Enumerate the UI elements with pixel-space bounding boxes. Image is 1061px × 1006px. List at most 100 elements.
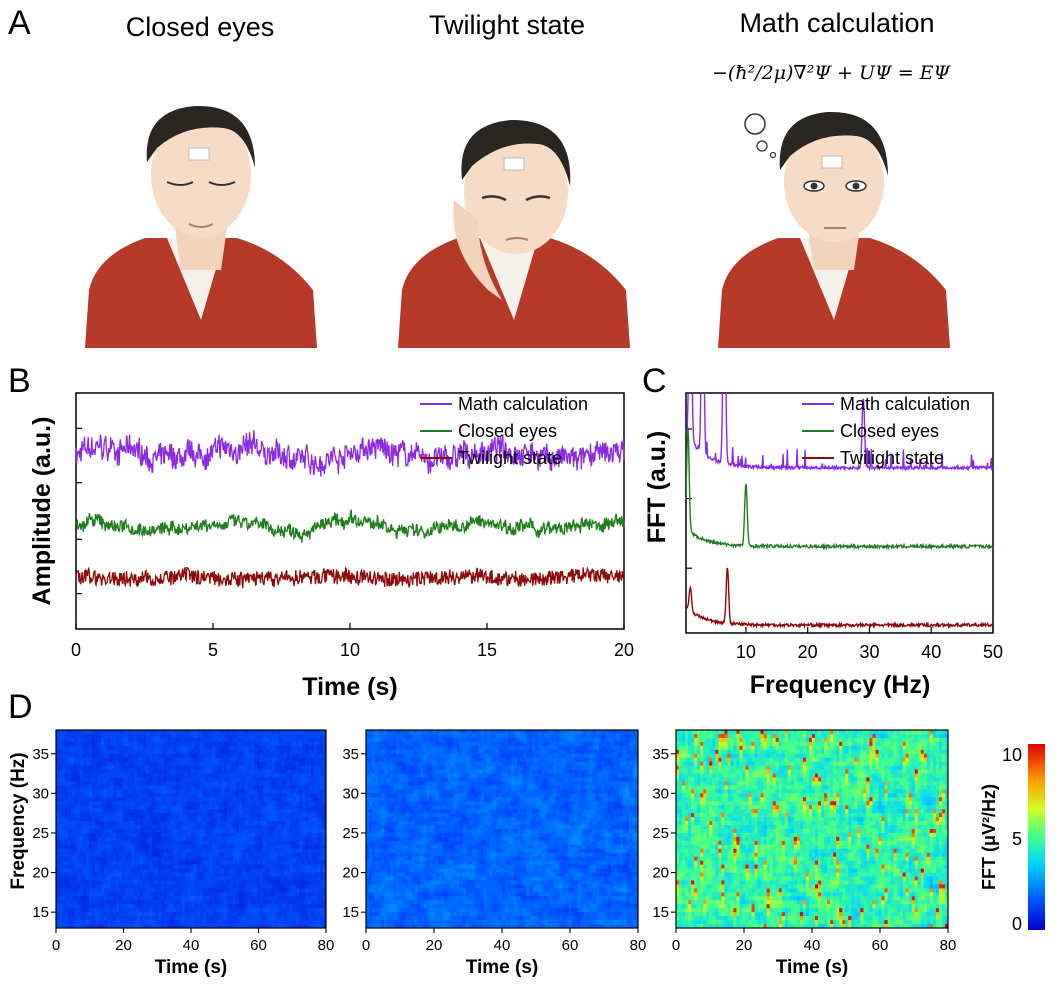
- schrodinger-equation: −(ħ²/2μ)∇²Ψ + UΨ = EΨ: [712, 62, 951, 84]
- heatmap-cell: [179, 745, 183, 751]
- heatmap-cell: [236, 856, 240, 862]
- heatmap-cell: [200, 872, 204, 877]
- heatmap-cell: [68, 769, 72, 774]
- heatmap-cell: [68, 856, 72, 862]
- heatmap-cell: [227, 765, 231, 770]
- heatmap-cell: [308, 741, 312, 747]
- heatmap-cell: [95, 805, 99, 810]
- heatmap-cell: [616, 741, 621, 747]
- heatmap-cell: [468, 741, 473, 747]
- heatmap-cell: [185, 801, 189, 806]
- heatmap-cell: [224, 832, 228, 838]
- heatmap-cell: [245, 908, 249, 913]
- heatmap-cell: [56, 832, 60, 838]
- heatmap-cell: [203, 733, 207, 739]
- heatmap-cell: [167, 753, 171, 759]
- heatmap-cell: [194, 753, 198, 759]
- heatmap-cell: [266, 900, 270, 905]
- heatmap-cell: [242, 856, 246, 862]
- heatmap-cell: [299, 730, 303, 735]
- heatmap-cell: [92, 797, 96, 802]
- heatmap-cell: [317, 741, 321, 747]
- heatmap-cell: [173, 916, 177, 921]
- heatmap-cell: [236, 904, 240, 909]
- heatmap-cell: [137, 777, 141, 782]
- heatmap-cell: [71, 753, 75, 759]
- heatmap-cell: [71, 761, 75, 767]
- heatmap-cell: [86, 781, 90, 786]
- heatmap-cell: [281, 888, 285, 893]
- heatmap-cell: [550, 741, 554, 747]
- heatmap-cell: [71, 773, 75, 778]
- heatmap-cell: [113, 856, 117, 862]
- heatmap-cell: [77, 821, 81, 826]
- heatmap-cell: [62, 825, 66, 830]
- heatmap-cell: [131, 825, 135, 830]
- heatmap-cell: [553, 741, 557, 747]
- heatmap-cell: [197, 781, 201, 786]
- heatmap-cell: [230, 777, 234, 782]
- heatmap-cell: [263, 864, 267, 869]
- heatmap-cell: [176, 916, 180, 921]
- heatmap-cell: [320, 801, 324, 806]
- heatmap-cell: [284, 832, 288, 838]
- heatmap-cell: [164, 789, 168, 794]
- heatmap-cell: [176, 900, 180, 905]
- heatmap-cell: [305, 757, 309, 763]
- heatmap-cell: [251, 892, 255, 897]
- heatmap-cell: [203, 785, 207, 790]
- heatmap-cell: [302, 821, 306, 826]
- heatmap-cell: [194, 781, 198, 786]
- heatmap-cell: [284, 825, 288, 830]
- heatmap-cell: [197, 904, 201, 909]
- heatmap-cell: [284, 829, 288, 834]
- heatmap-cell: [266, 825, 270, 830]
- heatmap-cell: [152, 829, 156, 834]
- heatmap-cell: [260, 856, 264, 862]
- heatmap-cell: [179, 852, 183, 858]
- heatmap-cell: [191, 920, 195, 925]
- heatmap-cell: [369, 730, 373, 735]
- heatmap-cell: [179, 797, 183, 802]
- heatmap-cell: [71, 852, 75, 858]
- heatmap-cell: [164, 813, 168, 818]
- heatmap-cell: [89, 829, 93, 834]
- heatmap-cell: [209, 924, 213, 929]
- heatmap-cell: [239, 765, 243, 770]
- heatmap-cell: [320, 884, 324, 889]
- heatmap-cell: [224, 884, 228, 889]
- heatmap-cell: [224, 781, 228, 786]
- heatmap-cell: [317, 868, 321, 873]
- heatmap-cell: [59, 912, 63, 917]
- heatmap-cell: [314, 884, 318, 889]
- heatmap-cell: [305, 809, 309, 814]
- heatmap-cell: [432, 745, 436, 751]
- heatmap-cell: [544, 741, 548, 747]
- heatmap-cell: [71, 737, 75, 743]
- heatmap-cell: [248, 749, 252, 755]
- heatmap-cell: [308, 825, 312, 830]
- heatmap-cell: [227, 844, 231, 850]
- heatmap-cell: [188, 781, 192, 786]
- heatmap-cell: [113, 821, 117, 826]
- heatmap-cell: [631, 741, 636, 747]
- heatmap-cell: [209, 793, 213, 798]
- heatmap-cell: [221, 745, 225, 751]
- heatmap-cell: [320, 876, 324, 881]
- heatmap-cell: [191, 785, 195, 790]
- heatmap-cell: [107, 813, 111, 818]
- heatmap-cell: [176, 896, 180, 901]
- heatmap-cell: [423, 730, 427, 735]
- heatmap-cell: [185, 749, 189, 755]
- caption-twilight-state: Twilight state: [428, 10, 586, 40]
- heatmap-cell: [251, 908, 255, 913]
- heatmap-cell: [140, 876, 144, 881]
- heatmap-cell: [311, 912, 315, 917]
- heatmap-cell: [251, 872, 255, 877]
- heatmap-cell: [173, 856, 177, 862]
- heatmap-cell: [209, 817, 213, 822]
- heatmap-cell: [191, 753, 195, 759]
- heatmap-cell: [266, 793, 270, 798]
- heatmap-cell: [185, 817, 189, 822]
- heatmap-cell: [176, 864, 180, 869]
